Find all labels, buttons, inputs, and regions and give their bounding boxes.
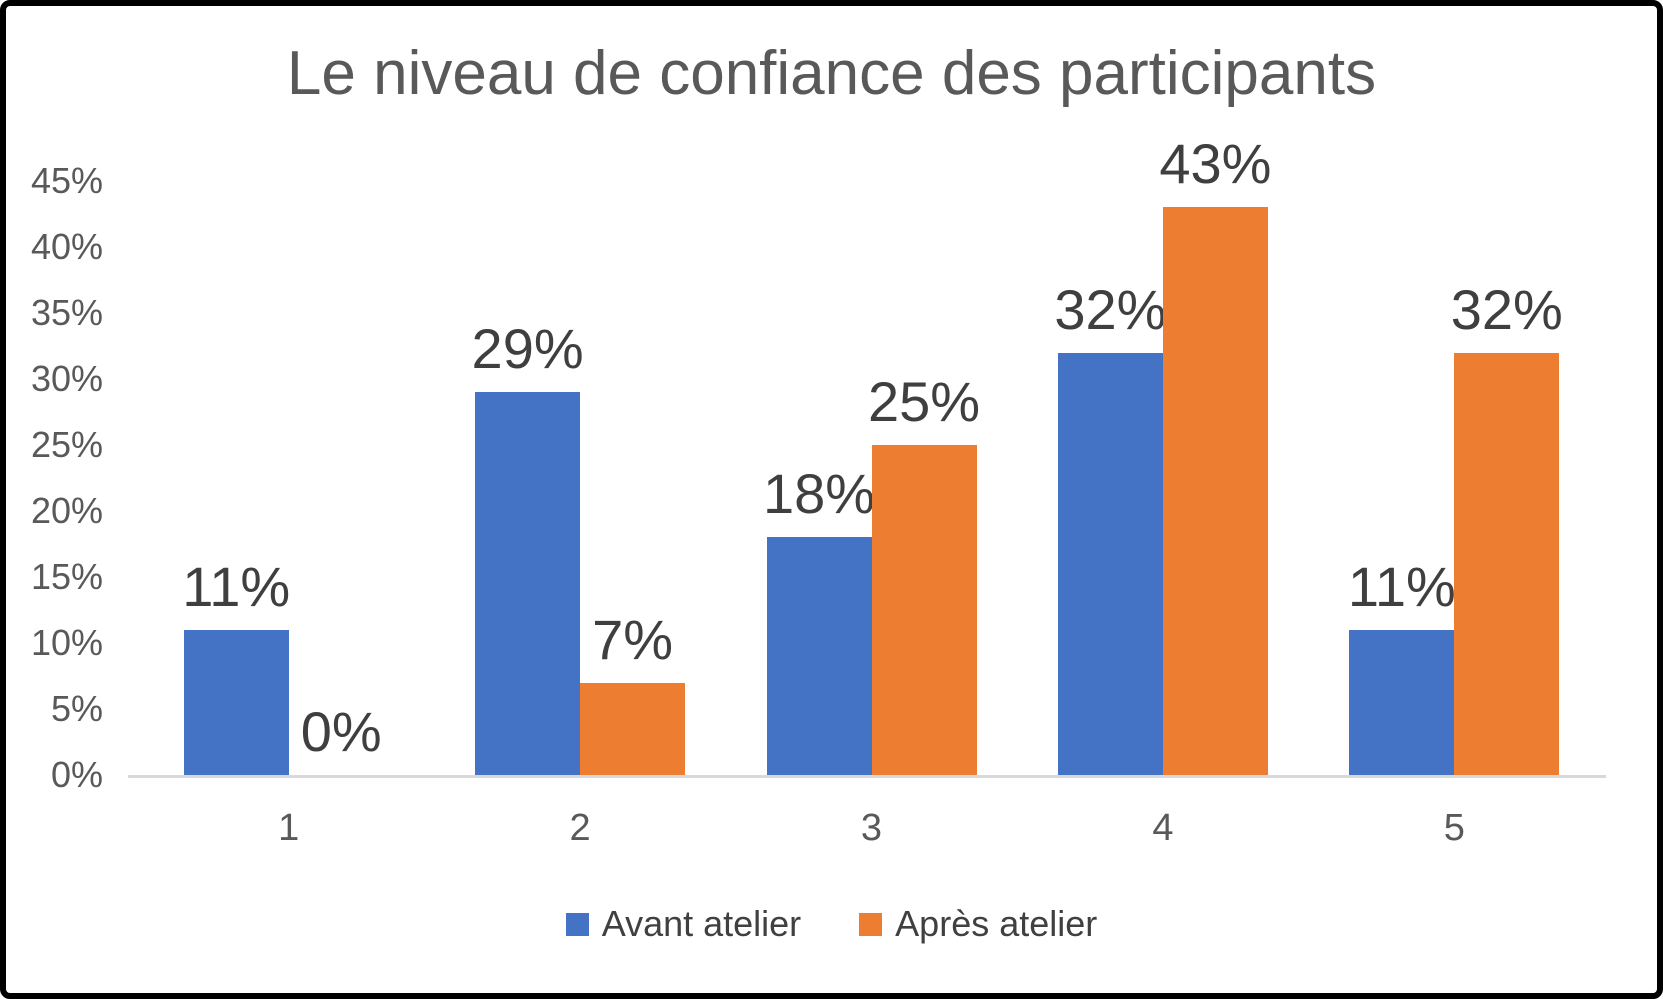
data-label-apres-cat4: 43%	[1159, 132, 1272, 196]
bar-apres-cat5	[1454, 352, 1560, 775]
data-label-avant-cat4: 32%	[1054, 277, 1167, 341]
data-label-avant-cat3: 18%	[762, 462, 876, 526]
data-label-apres-cat1: 0%	[300, 700, 382, 763]
y-axis-tick-25pct: 25%	[30, 424, 103, 465]
chart-title: Le niveau de confiance des participants	[286, 39, 1377, 108]
bar-avant-cat3	[766, 537, 872, 775]
y-axis-tick-45pct: 45%	[30, 160, 103, 201]
data-label-avant-cat1: 11%	[182, 554, 291, 618]
x-axis-label-2: 2	[569, 807, 591, 849]
data-label-avant-cat5: 11%	[1347, 554, 1456, 618]
y-axis-tick-20pct: 20%	[30, 490, 103, 531]
bar-apres-cat3	[871, 445, 977, 775]
bar-avant-cat5	[1349, 629, 1455, 775]
y-axis-tick-0pct: 0%	[50, 754, 103, 795]
x-axis-label-4: 4	[1152, 807, 1174, 849]
data-label-apres-cat5: 32%	[1450, 277, 1563, 341]
legend: Avant atelier Après atelier	[0, 898, 1663, 950]
legend-swatch-avant-icon	[565, 912, 589, 936]
bar-apres-cat2	[580, 682, 686, 775]
legend-item-avant-atelier: Avant atelier	[565, 903, 802, 945]
data-label-avant-cat2: 29%	[471, 317, 584, 381]
y-axis-tick-15pct: 15%	[30, 556, 103, 597]
legend-label-apres: Après atelier	[895, 903, 1098, 944]
legend-swatch-apres-icon	[859, 912, 883, 936]
data-label-apres-cat3: 25%	[867, 370, 981, 433]
y-axis-tick-5pct: 5%	[50, 688, 103, 729]
legend-label-avant: Avant atelier	[601, 903, 802, 944]
bar-avant-cat1	[183, 629, 289, 775]
bar-avant-cat2	[475, 392, 581, 775]
y-axis-tick-40pct: 40%	[30, 226, 103, 267]
x-axis-label-5: 5	[1443, 807, 1465, 849]
y-axis-tick-30pct: 30%	[30, 358, 103, 399]
bar-avant-cat4	[1057, 352, 1163, 775]
x-axis-label-3: 3	[860, 807, 883, 849]
x-axis-line	[128, 775, 1606, 778]
legend-item-apres-atelier: Après atelier	[859, 903, 1097, 945]
y-axis-tick-10pct: 10%	[30, 622, 103, 663]
bar-apres-cat4	[1162, 207, 1268, 775]
y-axis-tick-35pct: 35%	[30, 292, 103, 333]
data-label-apres-cat2: 7%	[592, 607, 674, 671]
x-axis-label-1: 1	[278, 807, 300, 849]
